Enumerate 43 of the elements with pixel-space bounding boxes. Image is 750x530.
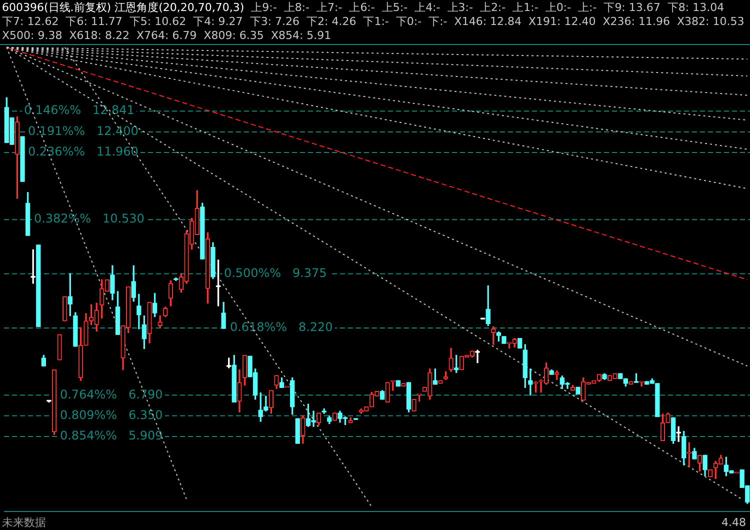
ref-line-label: 0.500%% 9.375	[224, 266, 327, 280]
ref-line-label: 0.854%% 5.909	[60, 428, 163, 443]
text: 下2: 4.26	[306, 15, 356, 29]
text: 下8: 13.04	[667, 1, 724, 15]
text: 下4: 9.27	[193, 15, 243, 29]
text: 上5:-	[382, 1, 408, 15]
text: 上2:-	[480, 1, 506, 15]
text: 上9:-	[251, 1, 277, 15]
text: 4.48	[722, 516, 746, 530]
ref-line-label: 0.146%% 12.841	[24, 103, 134, 118]
text: X854: 5.91	[270, 29, 332, 43]
text: X618: 8.22	[69, 29, 130, 43]
text: X191: 12.40	[528, 15, 596, 29]
text: 上6:-	[349, 1, 375, 15]
text: X500: 9.38	[2, 29, 62, 43]
text: 下1:-	[363, 15, 389, 29]
chart-title: 600396(日线.前复权) 江恩角度(20,20,70,70,3)	[2, 1, 244, 15]
text: 下6: 11.77	[66, 15, 122, 29]
text: X764: 6.79	[136, 29, 197, 43]
text: X382: 10.53	[676, 15, 744, 29]
text: 下3: 7.26	[250, 15, 300, 29]
text: 未来数据	[2, 516, 46, 530]
text: 下:-	[428, 15, 448, 29]
ref-line-label: 0.382%% 10.530	[34, 212, 144, 226]
ref-line-label: 0.236%% 11.960	[28, 144, 138, 159]
text: 下0:-	[396, 15, 422, 29]
text: 上0:-	[545, 1, 571, 15]
text: 上7:-	[316, 1, 342, 15]
text: 上:-	[578, 1, 597, 15]
text: 上4:-	[414, 1, 440, 15]
text: 下7: 12.62	[2, 15, 59, 29]
text: X236: 11.96	[602, 15, 670, 29]
ref-line-label: 0.618%% 8.220	[230, 320, 333, 334]
text: 上3:-	[447, 1, 473, 15]
text: 下9: 13.67	[604, 1, 660, 15]
ref-line-label: 0.764%% 6.790	[60, 387, 163, 402]
ref-line-label: 0.809%% 6.350	[60, 408, 163, 422]
text: 上8:-	[284, 1, 310, 15]
ref-line-label: 0.191%% 12.400	[28, 124, 138, 138]
text: X809: 6.35	[204, 29, 264, 43]
text: 下5: 10.62	[129, 15, 186, 29]
text: X146: 12.84	[454, 15, 522, 29]
text: 上1:-	[512, 1, 538, 15]
